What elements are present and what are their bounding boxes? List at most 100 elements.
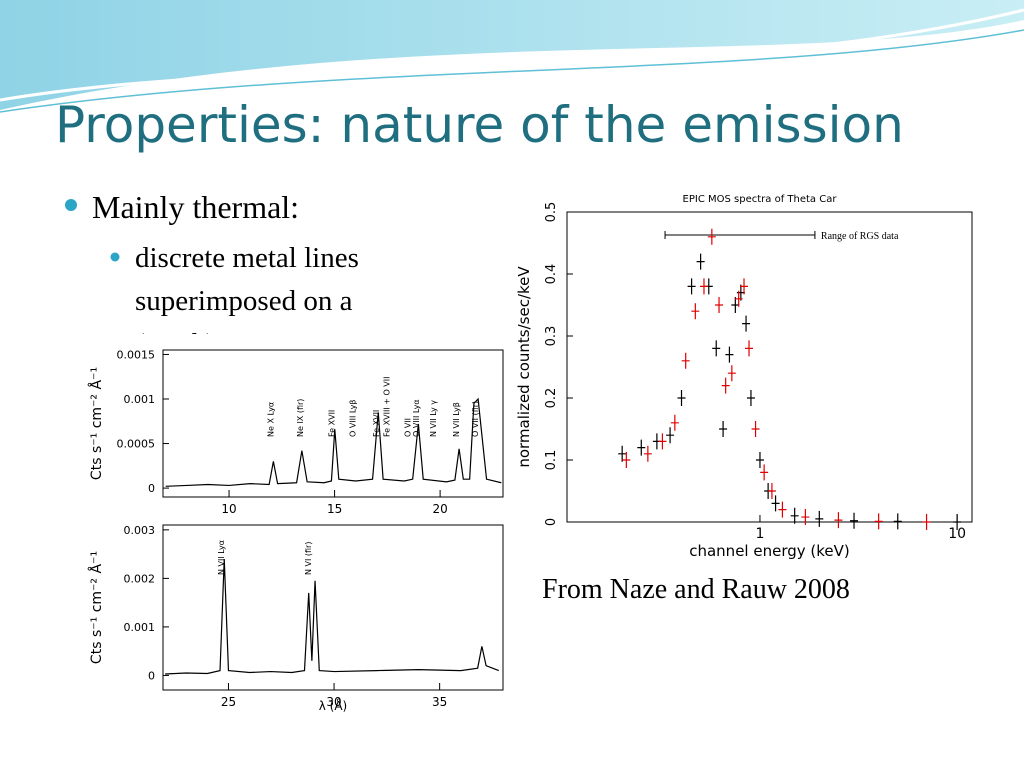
plot-frame	[162, 524, 504, 691]
data-point	[751, 421, 760, 437]
data-point	[801, 509, 810, 526]
y-tick-label: 0.0005	[117, 438, 156, 451]
data-point	[719, 421, 728, 437]
data-point	[760, 464, 769, 481]
data-point	[696, 253, 705, 270]
line-label: N VI (fir)	[304, 542, 313, 575]
bullet: Mainly thermal:	[92, 189, 299, 225]
line-label: O VIII Lyα	[412, 399, 421, 437]
spectrum-line	[165, 397, 502, 487]
x-tick-label: 10	[948, 526, 966, 542]
range-label: Range of RGS data	[821, 231, 899, 242]
line-label: N VII Ly γ	[429, 400, 438, 437]
plot: 0 0.0005 0.001 0.0015 10 15 20 Cts s⁻¹ cm⁻² Å⁻¹…	[88, 348, 504, 516]
y-tick-label: 0.002	[124, 572, 156, 585]
data-point	[715, 297, 724, 313]
wave-line	[0, 29, 1024, 113]
line-label: O VII (fir)	[471, 401, 480, 437]
header-wave	[0, 0, 1024, 110]
y-axis-label: normalized counts/sec/keV	[515, 266, 533, 468]
y-tick-label: 0.1	[544, 450, 559, 471]
x-tick-label: 35	[432, 695, 447, 709]
spectrum-line	[165, 558, 499, 675]
chart-title: EPIC MOS spectra of Theta Car	[683, 194, 838, 205]
data-point	[778, 501, 787, 518]
data-point	[790, 507, 799, 524]
data-point	[922, 514, 931, 530]
x-tick-label: 1	[756, 526, 765, 542]
sub-bullet: discrete metal lines	[135, 242, 359, 274]
y-tick-label: 0	[148, 669, 155, 682]
bullet-dot	[65, 199, 77, 211]
x-tick-label: 15	[327, 502, 342, 516]
data-point	[618, 445, 627, 462]
data-point	[721, 377, 730, 394]
data-point	[622, 452, 631, 468]
wave-line	[0, 8, 1024, 102]
line-label: Ne IX (fir)	[296, 399, 305, 437]
line-label: Ne X Lyα	[266, 402, 275, 437]
line-label: N VII Lyβ	[452, 402, 461, 437]
figure-panel	[85, 334, 507, 722]
data-point	[850, 512, 859, 529]
data-point	[731, 297, 740, 313]
data-point	[643, 445, 652, 462]
plot: 0 0.1 0.2 0.3 0.4 0.5 1 10 channel energy (keV) n…	[515, 194, 973, 560]
line-label: O VIII Lyβ	[349, 400, 358, 438]
plot: 0 0.001 0.002 0.003 25 30 35 λ (Å) Cts s⁻¹ cm⁻² …	[88, 524, 504, 713]
y-tick-label: 0.5	[544, 202, 559, 223]
x-axis-label: λ (Å)	[319, 698, 348, 713]
data-point	[771, 495, 780, 512]
data-point	[745, 340, 754, 357]
y-tick-label: 0.2	[544, 388, 559, 409]
caption: From Naze and Rauw 2008	[542, 574, 850, 605]
y-tick-label: 0.003	[124, 524, 156, 537]
data-point	[755, 452, 764, 468]
data-point	[681, 352, 690, 369]
y-tick-label: 0.3	[544, 326, 559, 347]
data-point	[658, 433, 667, 450]
data-point	[677, 390, 686, 406]
y-tick-label: 0	[148, 482, 155, 495]
data-point	[834, 512, 843, 529]
line-label: N VII Lyα	[217, 540, 226, 575]
data-point	[699, 278, 708, 295]
data-point	[893, 513, 902, 530]
data-point	[727, 365, 736, 382]
line-label: Fe XVII	[328, 410, 337, 437]
data-point	[691, 303, 700, 320]
y-tick-label: 0.001	[124, 621, 156, 634]
data-point	[742, 315, 751, 332]
data-point	[670, 414, 679, 431]
line-label: Fe XVIII + O VII	[382, 377, 391, 437]
y-tick-label: 0.4	[544, 264, 559, 285]
data-point	[874, 513, 883, 530]
line-label: Fe XVII	[372, 410, 381, 437]
bullet-dot	[110, 252, 120, 262]
data-point	[725, 346, 734, 363]
data-point	[815, 510, 824, 527]
x-axis-label: channel energy (keV)	[689, 542, 850, 560]
x-tick-label: 10	[221, 502, 236, 516]
y-axis-label: Cts s⁻¹ cm⁻² Å⁻¹	[88, 551, 105, 664]
x-tick-label: 25	[221, 695, 236, 709]
data-point	[734, 290, 743, 307]
data-point	[746, 390, 755, 406]
data-point	[666, 427, 675, 444]
figure-panel	[510, 160, 980, 568]
sub-bullet: superimposed on a	[135, 285, 353, 317]
plot-frame	[162, 349, 504, 498]
data-point	[953, 514, 962, 530]
x-tick-label: 20	[432, 502, 447, 516]
slide-title: Properties: nature of the emission	[55, 96, 904, 154]
y-tick-label: 0.001	[124, 393, 156, 406]
data-point	[712, 340, 721, 357]
plot-frame	[566, 211, 973, 523]
y-tick-label: 0.0015	[117, 348, 156, 361]
data-point	[687, 278, 696, 295]
x-tick-label: 30	[326, 695, 341, 709]
data-point	[637, 439, 646, 456]
